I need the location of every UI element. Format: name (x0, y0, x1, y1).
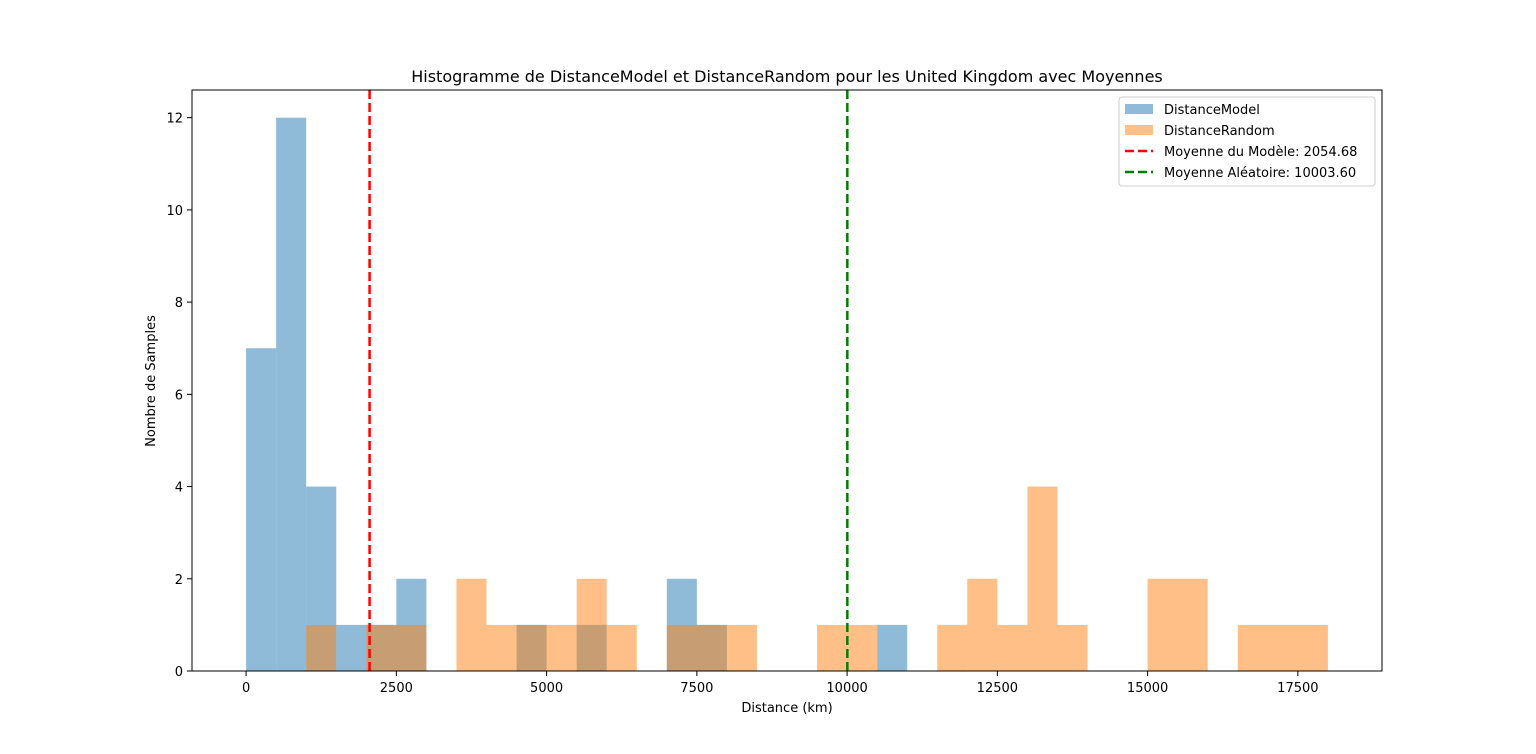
bar-distancerandom-14 (1237, 624, 1328, 671)
y-axis-ticks: 0 2 4 6 8 10 12 (166, 112, 192, 680)
bar-distancerandom-12 (1057, 624, 1088, 671)
bar-distancerandom-6 (666, 624, 757, 671)
legend-frame (1118, 96, 1376, 187)
y-axis-label: Nombre de Samples (144, 315, 159, 447)
bar-distancerandom-13 (1147, 578, 1208, 671)
bar-distancerandom-11 (1027, 486, 1058, 671)
bar-distancerandom-0 (306, 624, 337, 671)
bar-distancerandom-10 (997, 624, 1028, 671)
x-axis-ticks: 0 2500 5000 7500 10000 12500 15000 17500 (242, 671, 1319, 696)
legend-label: Moyenne du Modèle: 2054.68 (1164, 145, 1357, 160)
y-tick-label: 4 (175, 481, 183, 496)
y-tick-label: 6 (175, 388, 183, 403)
bars-layer (246, 117, 1328, 671)
x-tick-label: 10000 (826, 681, 867, 696)
y-tick-label: 8 (175, 296, 183, 311)
legend-label: DistanceModel (1164, 103, 1260, 118)
legend-items: DistanceModel DistanceRandom Moyenne du Mo… (1125, 103, 1357, 181)
legend-label: Moyenne Aléatoire: 10003.60 (1164, 166, 1356, 181)
x-tick-label: 17500 (1277, 681, 1318, 696)
legend: DistanceModel DistanceRandom Moyenne du Mo… (1118, 96, 1376, 187)
bar-distancerandom-9 (967, 578, 998, 671)
x-axis-label: Distance (km) (741, 701, 832, 716)
x-tick-label: 15000 (1127, 681, 1168, 696)
bar-distancemodel-0 (246, 348, 277, 671)
legend-swatch-distancemodel (1125, 104, 1153, 114)
x-tick-label: 2500 (380, 681, 413, 696)
bar-distancerandom-3 (486, 624, 577, 671)
bar-distancemodel-1 (276, 117, 307, 671)
chart-title: Histogramme de DistanceModel et Distance… (411, 67, 1163, 86)
bar-distancerandom-5 (606, 624, 637, 671)
legend-swatch-distancerandom (1125, 125, 1153, 135)
y-tick-label: 10 (166, 204, 183, 219)
plot-area-frame (191, 89, 1383, 672)
bar-distancerandom-4 (576, 578, 607, 671)
y-tick-label: 12 (166, 112, 183, 127)
x-tick-label: 0 (242, 681, 250, 696)
bar-distancerandom-8 (937, 624, 968, 671)
legend-label: DistanceRandom (1164, 124, 1275, 139)
x-tick-label: 5000 (530, 681, 563, 696)
y-tick-label: 0 (175, 665, 183, 680)
bar-distancemodel-3 (336, 624, 367, 671)
bar-distancerandom-1 (366, 624, 427, 671)
mean-lines-layer (368, 90, 849, 671)
x-tick-label: 7500 (680, 681, 713, 696)
y-tick-label: 2 (175, 573, 183, 588)
bar-distancemodel-10 (877, 624, 908, 671)
bar-distancerandom-2 (456, 578, 487, 671)
x-tick-label: 12500 (977, 681, 1018, 696)
